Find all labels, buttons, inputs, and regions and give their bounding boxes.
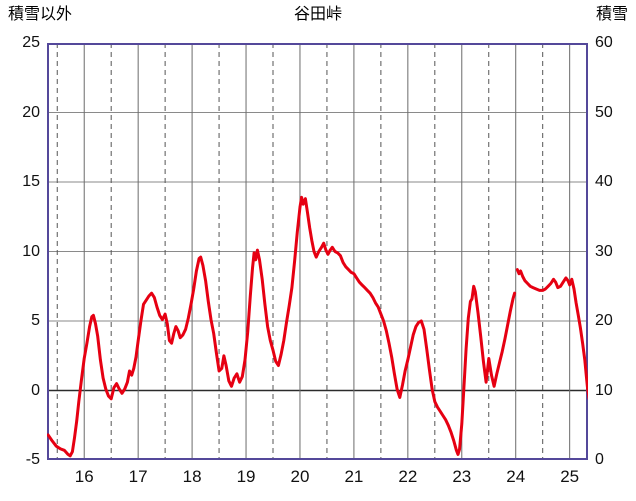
right-axis-tick-label: 50 (595, 103, 613, 121)
x-axis-tick-label: 16 (74, 467, 94, 486)
chart-title: 谷田峠 (293, 6, 342, 23)
left-axis-tick-label: 15 (22, 173, 40, 190)
left-axis-tick-label: 5 (31, 312, 40, 329)
x-axis-tick-label: 23 (452, 467, 472, 486)
left-axis-tick-label: 10 (22, 242, 40, 260)
right-axis-label: 積雪 (595, 6, 628, 23)
right-axis-tick-label: 0 (595, 451, 604, 468)
red-line-segment-2 (515, 268, 588, 400)
left-axis-tick-label: 0 (31, 381, 40, 399)
right-axis-tick-label: 10 (595, 381, 613, 399)
right-axis-tick-label: 60 (595, 34, 613, 51)
plot-area (47, 43, 588, 460)
x-axis-tick-label: 18 (182, 467, 202, 486)
left-axis-tick-label: -5 (25, 451, 40, 468)
left-axis-tick-label: 25 (22, 34, 40, 51)
x-axis-tick-label: 19 (236, 467, 256, 486)
x-axis-tick-label: 20 (290, 467, 310, 486)
x-axis-tick-label: 22 (398, 467, 418, 486)
x-axis-tick-label: 25 (560, 467, 580, 486)
x-axis-tick-label: 24 (506, 467, 526, 486)
right-axis-tick-label: 40 (595, 173, 613, 190)
left-axis-label: 積雪以外 (8, 6, 73, 23)
right-axis-tick-label: 20 (595, 312, 613, 329)
plot-border (47, 43, 588, 460)
right-axis-tick-label: 30 (595, 242, 613, 260)
red-line-segment-1 (47, 195, 517, 458)
left-axis-tick-label: 20 (22, 103, 40, 121)
x-axis-tick-label: 17 (128, 467, 148, 486)
x-axis-tick-label: 21 (344, 467, 364, 486)
